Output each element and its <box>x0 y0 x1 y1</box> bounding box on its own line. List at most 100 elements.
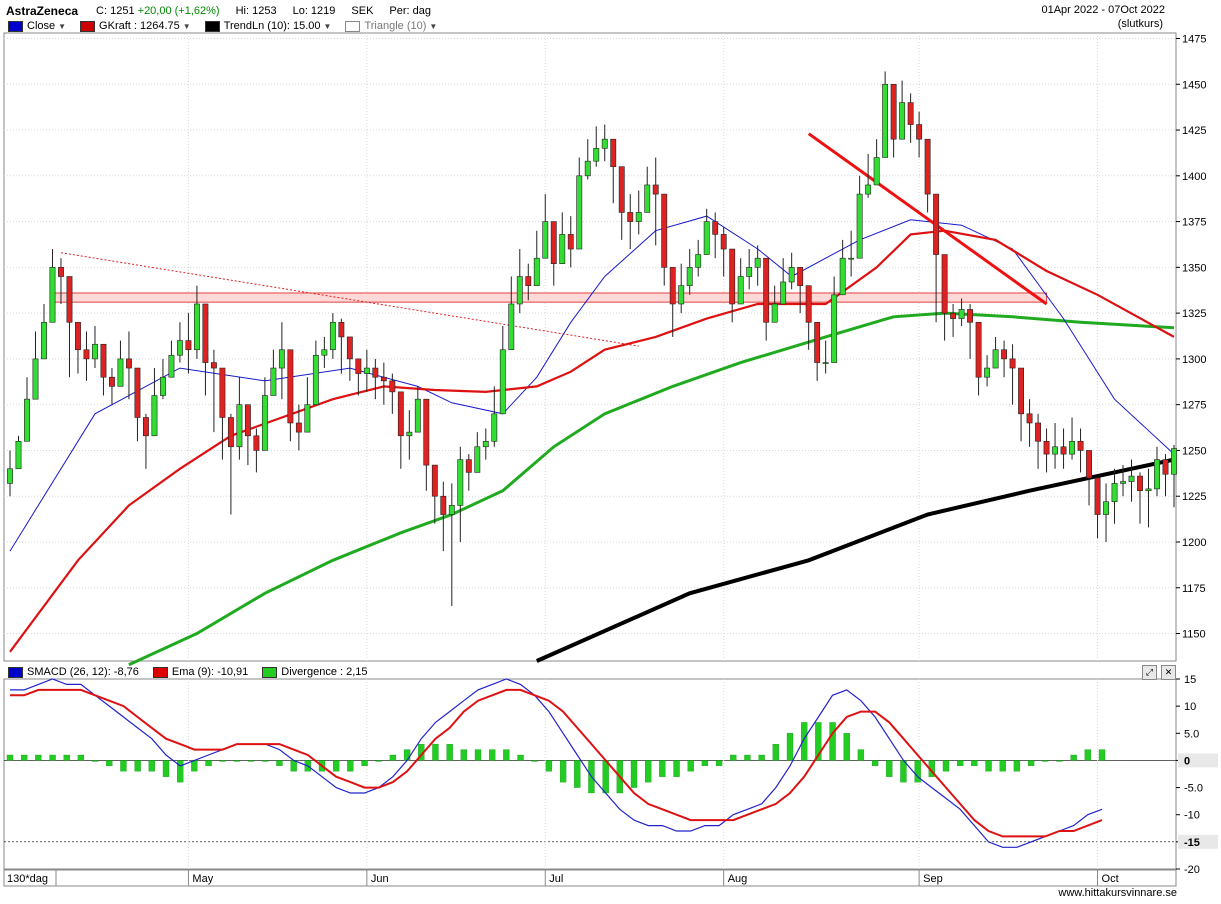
price-tick-label: 1425 <box>1182 125 1206 137</box>
indicator-tick-label: 10 <box>1184 701 1196 713</box>
candle-body <box>1103 501 1109 515</box>
candle-body <box>865 184 872 195</box>
candle-body <box>236 404 243 448</box>
candle-body <box>92 343 98 360</box>
interval-label: 130*dag <box>7 873 48 885</box>
candle-body <box>712 221 719 235</box>
candle-body <box>924 138 931 195</box>
indicator-value-box <box>1178 753 1218 768</box>
legend-trendline[interactable]: TrendLn (10): 15.00 ▼ <box>201 20 331 32</box>
candle-body <box>346 336 353 360</box>
candle-body <box>729 248 736 305</box>
divergence-bar <box>659 760 666 777</box>
candle-body <box>644 184 651 213</box>
divergence-bar <box>106 760 113 767</box>
candle-body <box>856 193 863 259</box>
divergence-bar <box>829 722 836 761</box>
zoom-icon[interactable]: ⤢ <box>1142 665 1157 680</box>
trendline-black <box>535 457 1175 663</box>
legend-smacd[interactable]: SMACD (26, 12): -8,76 <box>4 666 139 678</box>
legend-triangle[interactable]: Triangle (10) ▼ <box>341 20 437 32</box>
divergence-bar <box>77 754 85 761</box>
candle-body <box>389 380 396 393</box>
divergence-bar <box>389 754 397 761</box>
candle-body <box>491 413 498 442</box>
candle-body <box>788 267 795 283</box>
indicator-tick-label: 15 <box>1184 674 1196 686</box>
candle-body <box>559 234 566 264</box>
indicator-tick-label: -5.0 <box>1184 783 1203 795</box>
divergence-bar <box>801 722 808 761</box>
month-label: Oct <box>1102 873 1119 885</box>
candle-body <box>1026 413 1033 424</box>
close-icon[interactable]: ✕ <box>1161 665 1176 680</box>
legend-ema[interactable]: Ema (9): -10,91 <box>149 666 248 678</box>
divergence-bar <box>914 760 921 783</box>
candle-body <box>270 367 277 396</box>
divergence-bar <box>715 760 723 767</box>
resistance-zone <box>51 292 1048 303</box>
divergence-bar <box>91 760 99 762</box>
divergence-bar <box>1042 760 1049 762</box>
divergence-bar <box>233 760 241 762</box>
candle-body <box>992 349 999 369</box>
candle-body <box>406 431 413 437</box>
legend-divergence[interactable]: Divergence : 2,15 <box>258 666 368 678</box>
divergence-bar <box>63 754 70 761</box>
divergence-bar <box>148 760 155 772</box>
candle-body <box>695 254 702 268</box>
candle-body <box>253 435 260 451</box>
month-label: May <box>192 873 213 885</box>
divergence-bar <box>474 749 482 761</box>
instrument-name: AstraZeneca <box>6 4 79 18</box>
candle-body <box>210 362 217 369</box>
legend-close[interactable]: Close ▼ <box>4 20 66 32</box>
divergence-bar <box>574 760 581 788</box>
indicator-tick-label: -20 <box>1184 864 1200 876</box>
divergence-bar <box>559 760 567 783</box>
legend-gkraft[interactable]: GKraft : 1264.75 ▼ <box>76 20 191 32</box>
footer-url[interactable]: www.hittakursvinnare.se <box>1058 887 1177 899</box>
divergence-bar <box>120 760 127 772</box>
divergence-bar <box>886 760 893 777</box>
price-tick-label: 1150 <box>1182 629 1206 641</box>
divergence-bar <box>531 760 538 762</box>
divergence-bar <box>403 749 411 761</box>
candle-body <box>312 354 319 405</box>
candle-body <box>1154 459 1160 490</box>
candle-body <box>24 398 30 442</box>
price-tick-label: 1250 <box>1182 445 1206 457</box>
candle-body <box>661 193 668 268</box>
candle-body <box>15 440 22 470</box>
divergence-bar <box>177 760 184 783</box>
candle-body <box>1162 459 1169 475</box>
candle-body <box>516 276 523 305</box>
candle-body <box>261 395 268 451</box>
resistance-trendline <box>807 132 1048 306</box>
divergence-bar <box>205 760 212 767</box>
divergence-bar <box>545 760 553 772</box>
candle-body <box>482 440 489 448</box>
price-tick-label: 1275 <box>1182 400 1206 412</box>
candle-body <box>304 404 311 433</box>
price-mode: (slutkurs) <box>1117 18 1163 30</box>
candle-body <box>797 267 804 286</box>
close-average-line <box>9 215 1175 552</box>
month-label: Sep <box>923 873 943 885</box>
divergence-bar <box>758 754 765 761</box>
candle-body <box>41 321 47 360</box>
candle-body <box>805 285 812 323</box>
candle-body <box>1018 367 1024 415</box>
price-tick-label: 1300 <box>1182 354 1206 366</box>
candle-body <box>431 464 438 497</box>
candle-body <box>499 349 506 415</box>
candle-body <box>1145 488 1152 492</box>
candle-body <box>7 468 13 484</box>
candle-body <box>950 312 957 319</box>
candle-body <box>338 321 345 338</box>
divergence-bar <box>35 754 42 761</box>
divergence-bar <box>276 760 283 767</box>
divergence-bar <box>687 760 694 772</box>
divergence-bar <box>290 760 297 772</box>
